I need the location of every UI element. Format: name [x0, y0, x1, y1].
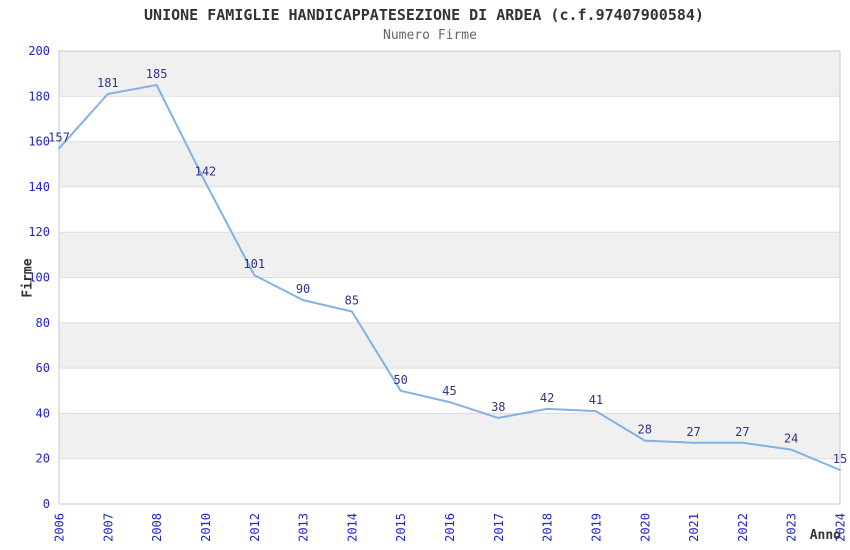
data-point-label: 85	[345, 293, 359, 307]
x-tick-label: 2020	[638, 513, 652, 542]
y-tick-label: 100	[28, 271, 50, 285]
data-point-label: 157	[48, 130, 70, 144]
x-tick-label: 2015	[394, 513, 408, 542]
x-tick-label: 2007	[101, 513, 115, 542]
data-point-label: 28	[638, 423, 652, 437]
plot-band	[59, 368, 840, 414]
data-point-label: 42	[540, 391, 554, 405]
plot-band	[59, 322, 840, 369]
y-tick-label: 40	[36, 406, 50, 420]
x-tick-label: 2013	[297, 513, 311, 542]
x-tick-label: 2014	[345, 513, 359, 542]
y-tick-label: 180	[28, 89, 50, 103]
plot-band	[59, 458, 840, 504]
x-tick-label: 2024	[834, 513, 848, 542]
x-tick-label: 2006	[53, 513, 67, 542]
data-point-label: 38	[491, 400, 505, 414]
plot-band	[59, 141, 840, 187]
y-tick-label: 80	[36, 316, 50, 330]
data-point-label: 27	[686, 425, 700, 439]
y-axis-title: Firme	[20, 258, 36, 298]
plot-band	[59, 186, 840, 233]
y-tick-label: 60	[36, 361, 50, 375]
x-axis-title: Anno	[809, 528, 841, 543]
y-tick-label: 140	[28, 180, 50, 194]
y-tick-label: 0	[43, 497, 50, 511]
data-point-label: 24	[784, 432, 798, 446]
chart-title: UNIONE FAMIGLIE HANDICAPPATESEZIONE DI A…	[144, 6, 704, 24]
x-tick-label: 2017	[492, 513, 506, 542]
x-tick-label: 2023	[785, 513, 799, 542]
plot-band	[59, 277, 840, 323]
data-point-label: 185	[146, 67, 168, 81]
data-point-label: 101	[243, 257, 265, 271]
x-tick-label: 2022	[736, 513, 750, 542]
data-point-label: 15	[833, 452, 847, 466]
x-tick-label: 2016	[443, 513, 457, 542]
x-tick-label: 2019	[589, 513, 603, 542]
data-point-label: 90	[296, 282, 310, 296]
plot-band	[59, 51, 840, 97]
data-point-label: 45	[442, 384, 456, 398]
data-point-label: 27	[735, 425, 749, 439]
chart-subtitle: Numero Firme	[383, 28, 477, 43]
x-tick-label: 2010	[199, 513, 213, 542]
data-point-label: 50	[393, 373, 407, 387]
y-tick-label: 160	[28, 135, 50, 149]
data-point-label: 181	[97, 76, 119, 90]
plot-band	[59, 96, 840, 142]
x-tick-label: 2008	[150, 513, 164, 542]
x-tick-label: 2012	[248, 513, 262, 542]
x-tick-label: 2021	[687, 513, 701, 542]
data-point-label: 142	[195, 164, 217, 178]
plot-band	[59, 232, 840, 278]
plot-border	[58, 50, 841, 505]
y-tick-label: 120	[28, 225, 50, 239]
data-point-label: 41	[589, 393, 603, 407]
x-tick-label: 2018	[541, 513, 555, 542]
data-line-series	[58, 84, 841, 471]
y-tick-label: 200	[28, 44, 50, 58]
y-tick-label: 20	[36, 452, 50, 466]
plot-band	[59, 413, 840, 459]
